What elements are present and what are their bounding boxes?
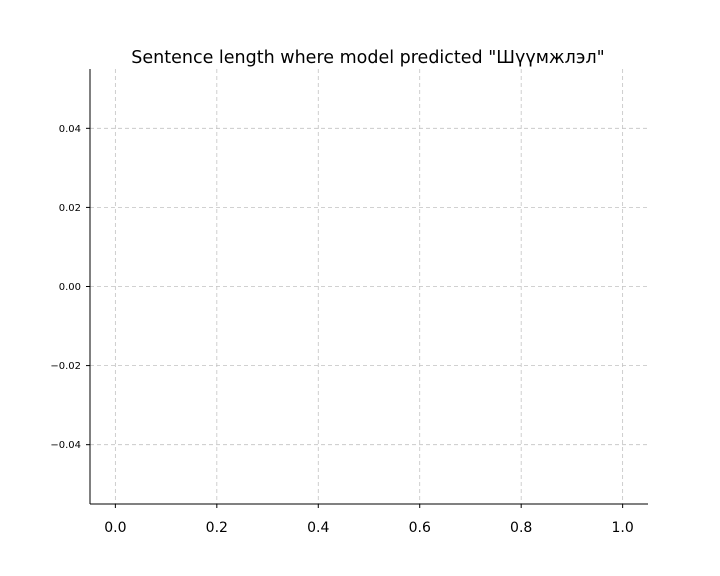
x-tick-label: 0.4 — [307, 520, 329, 536]
x-tick-label: 0.8 — [510, 520, 532, 536]
y-tick-label: −0.04 — [50, 440, 81, 451]
x-tick-label: 0.0 — [104, 520, 126, 536]
y-tick-label: 0.02 — [59, 203, 81, 214]
y-tick-label: 0.04 — [59, 124, 81, 135]
axis-layer: 0.0 0.2 0.4 0.6 0.8 1.0 0.04 0.02 0.00 −0.02 −0.04 — [50, 69, 648, 536]
x-tick-label: 0.6 — [409, 520, 431, 536]
grid-layer — [90, 69, 648, 504]
y-tick-label: 0.00 — [59, 282, 81, 293]
y-tick-label: −0.02 — [50, 361, 81, 372]
x-tick-label: 0.2 — [206, 520, 228, 536]
x-tick-label: 1.0 — [612, 520, 634, 536]
chart-title: Sentence length where model predicted "Ш… — [131, 48, 604, 68]
